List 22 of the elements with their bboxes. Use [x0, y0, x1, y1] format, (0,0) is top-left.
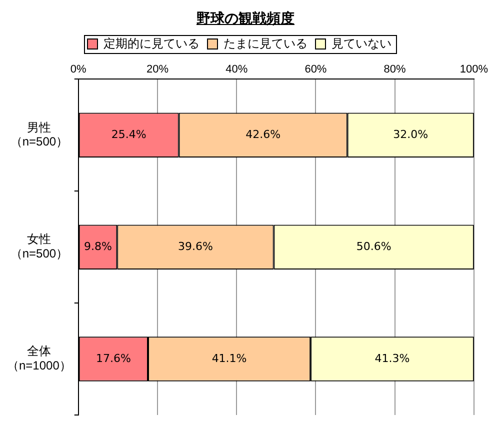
x-tick-label: 40% [226, 64, 248, 76]
y-tick-label: 全体（n=1000） [6, 344, 72, 373]
x-tick-label: 60% [304, 64, 327, 76]
data-label: 39.6% [178, 240, 213, 253]
data-label: 50.6% [356, 240, 392, 253]
data-label: 42.6% [246, 128, 281, 142]
data-label: 32.0% [393, 128, 428, 142]
y-tick-label: 女性（n=500） [10, 232, 68, 261]
x-tick-label: 20% [146, 64, 169, 76]
data-label: 41.3% [374, 352, 410, 365]
x-tick-label: 0% [70, 64, 87, 76]
data-label: 41.1% [212, 352, 247, 365]
data-label: 25.4% [111, 128, 146, 142]
data-label: 9.8% [84, 240, 112, 253]
legend-label: 見ていない [332, 36, 392, 50]
legend-label: たまに見ている [224, 36, 308, 50]
data-label: 17.6% [96, 352, 131, 365]
y-tick-label: 男性（n=500） [10, 120, 68, 149]
x-tick-label: 100% [460, 64, 488, 76]
chart-title: 野球の観戦頻度 [196, 10, 296, 29]
x-tick-label: 80% [384, 64, 406, 76]
legend-label: 定期的に見ている [104, 36, 200, 50]
